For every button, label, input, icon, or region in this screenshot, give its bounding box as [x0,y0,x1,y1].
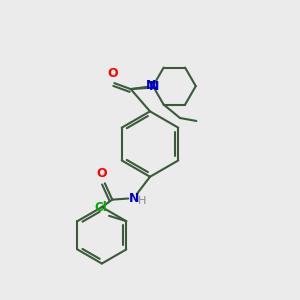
Text: N: N [129,192,140,205]
Text: N: N [146,79,157,92]
Text: N: N [149,80,159,93]
Text: H: H [138,196,146,206]
Text: O: O [107,67,118,80]
Text: O: O [97,167,107,180]
Text: Cl: Cl [94,201,107,214]
